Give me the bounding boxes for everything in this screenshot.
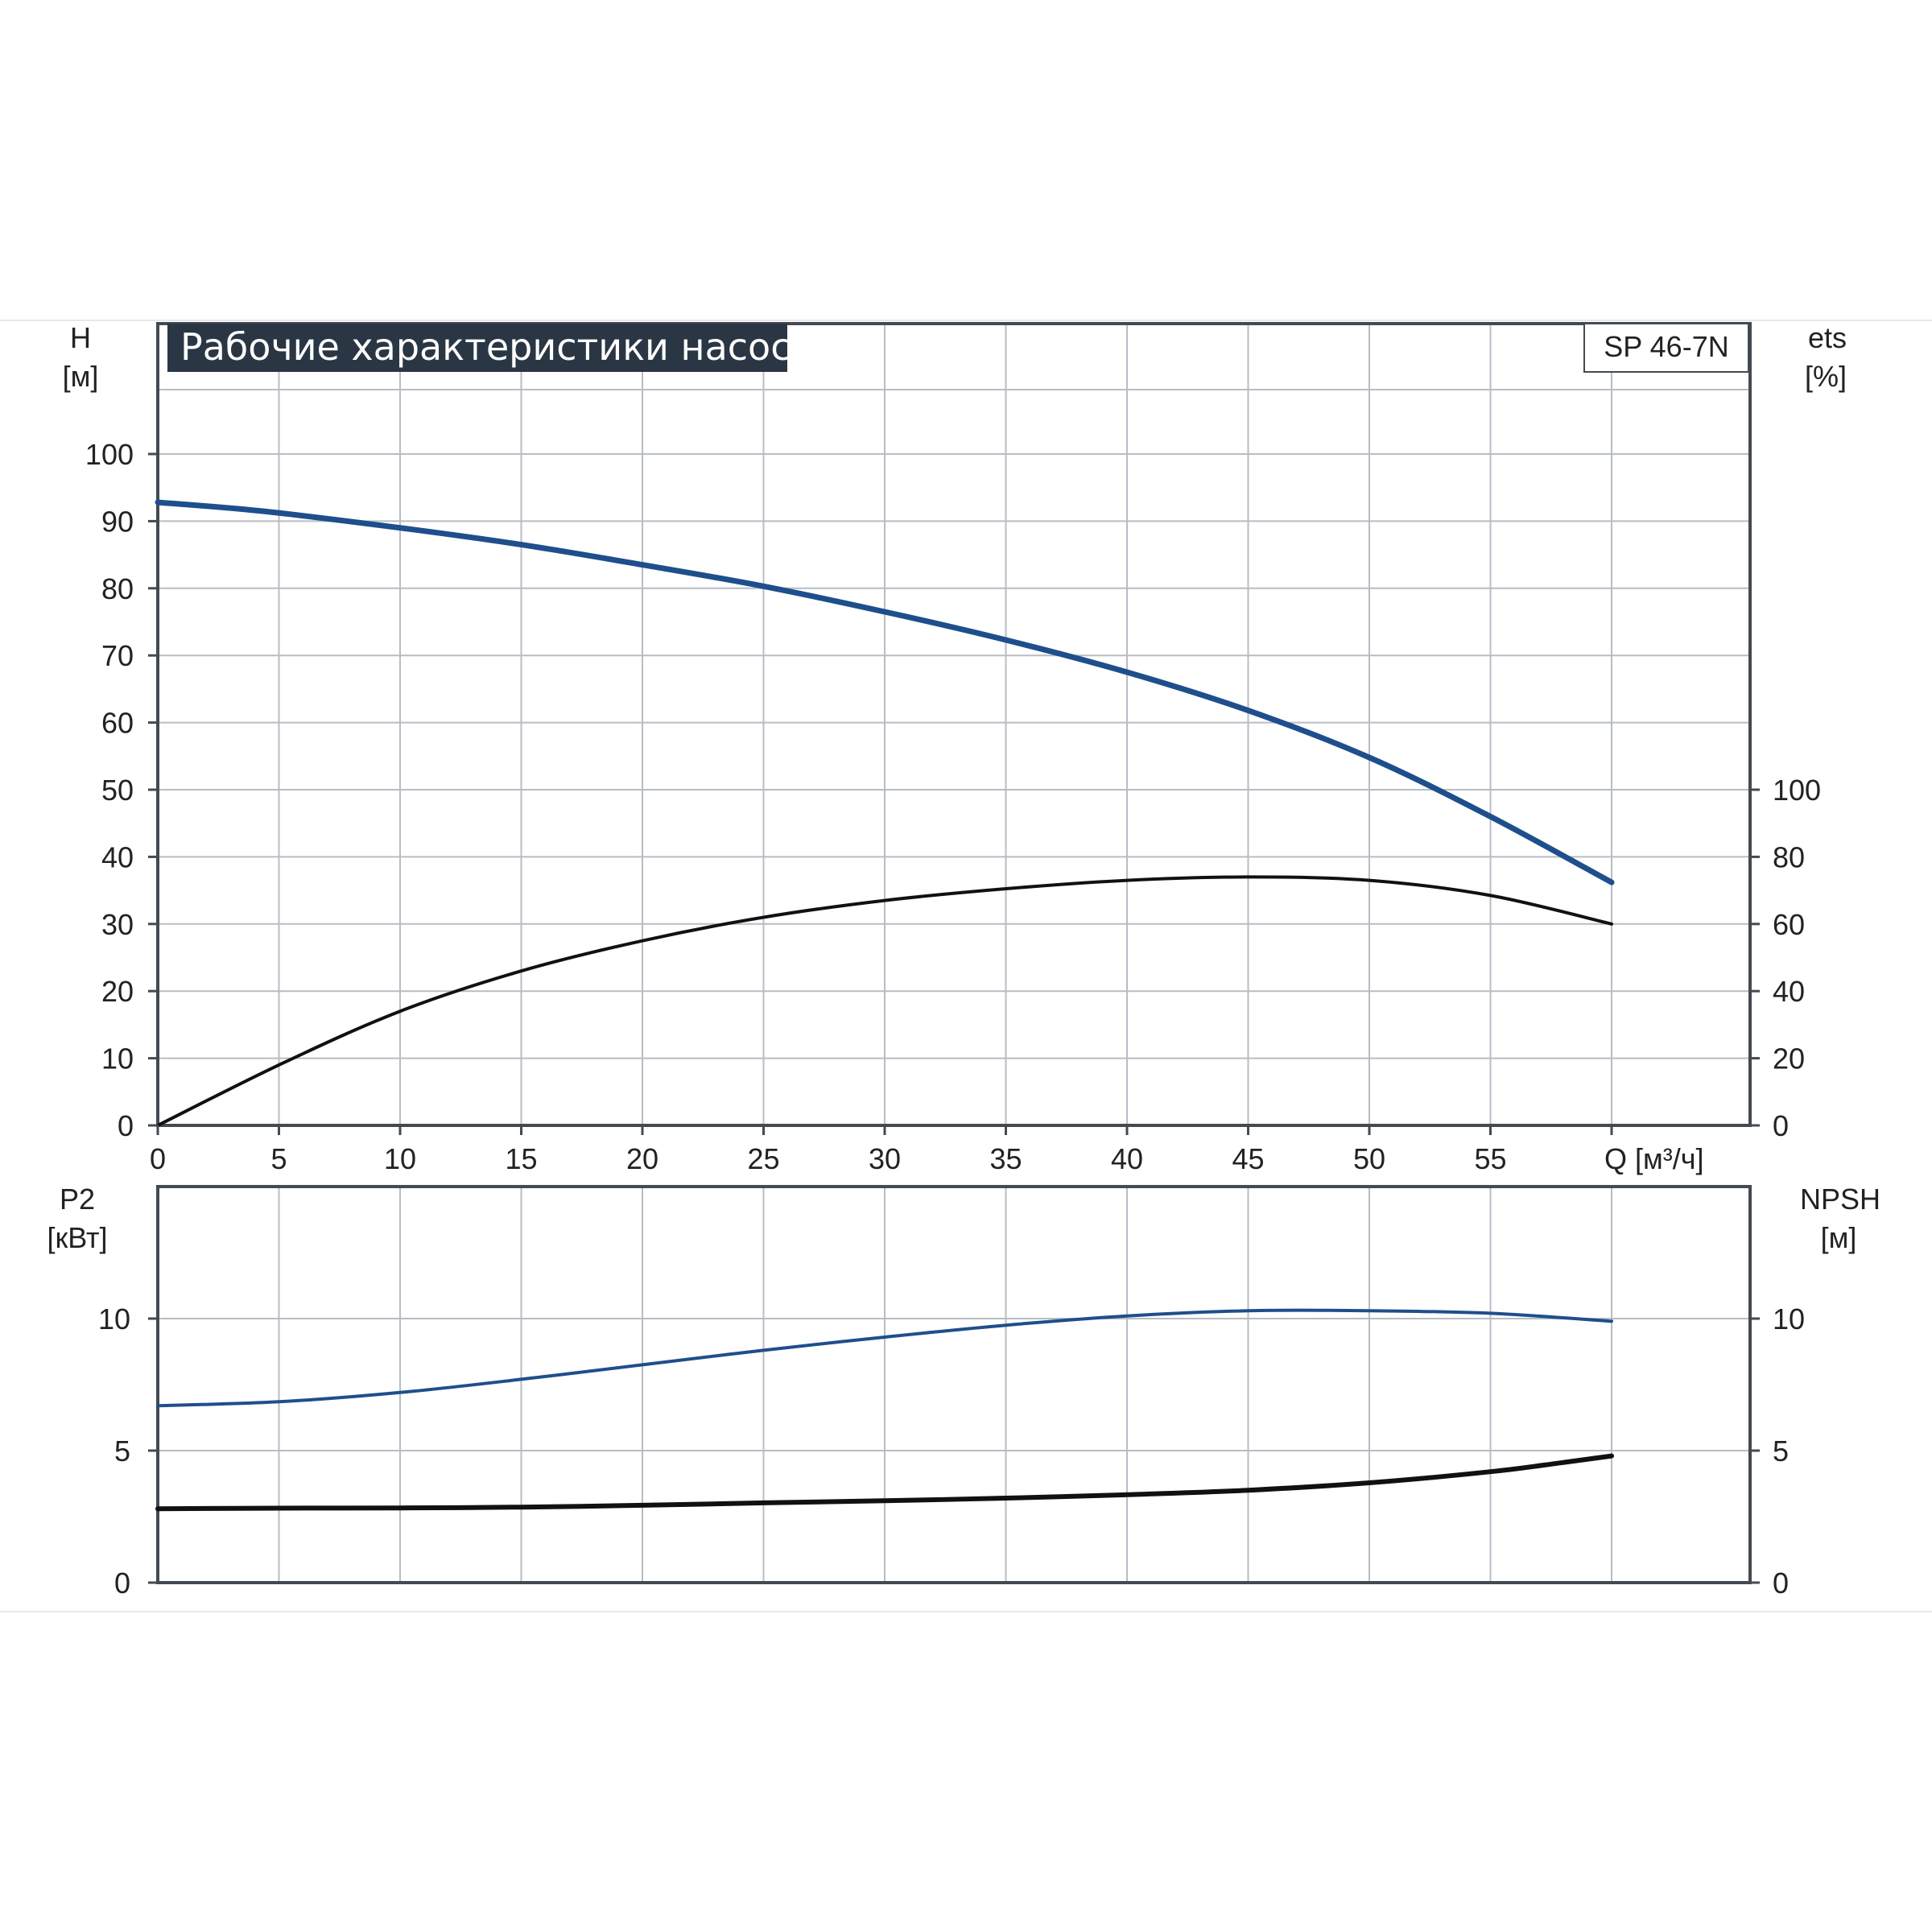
npsh-curve — [155, 1453, 1614, 1512]
curves — [155, 499, 1615, 1512]
tick-label-q: 35 — [989, 1142, 1022, 1175]
tick-label-h: 80 — [101, 572, 134, 605]
tick-label-q: 40 — [1111, 1142, 1143, 1175]
tick-label-ets: 80 — [1773, 840, 1805, 873]
tick-label-q: 0 — [150, 1142, 166, 1175]
axis-npsh-unit: [м] — [1821, 1221, 1857, 1254]
tick-label-p2: 5 — [114, 1435, 130, 1468]
tick-label-q: 45 — [1232, 1142, 1264, 1175]
tick-label-q: 5 — [270, 1142, 287, 1175]
tick-label-h: 50 — [101, 774, 134, 807]
tick-label-h: 10 — [101, 1042, 134, 1075]
tick-label-h: 30 — [101, 908, 134, 941]
tick-label-ets: 0 — [1773, 1109, 1789, 1142]
axis-ets-name: ets — [1808, 321, 1847, 354]
bottom-grid — [158, 1187, 1750, 1583]
tick-label-ets: 100 — [1773, 774, 1821, 807]
tick-label-ets: 60 — [1773, 908, 1805, 941]
axis-ets-unit: [%] — [1805, 360, 1847, 393]
tick-label-h: 20 — [101, 975, 134, 1008]
axis-p2-unit: [кВт] — [47, 1221, 107, 1254]
efficiency-curve — [156, 875, 1613, 1127]
top-plot-frame — [156, 322, 1752, 1127]
tick-label-npsh: 5 — [1773, 1435, 1789, 1468]
tick-label-h: 60 — [101, 707, 134, 740]
tick-label-p2: 0 — [114, 1567, 130, 1600]
tick-label-h: 100 — [85, 438, 134, 471]
tick-label-q: 50 — [1353, 1142, 1385, 1175]
tick-label-ets: 20 — [1773, 1042, 1805, 1075]
model-box — [1583, 323, 1749, 373]
tick-label-q: 55 — [1474, 1142, 1506, 1175]
tick-label-npsh: 10 — [1773, 1302, 1805, 1335]
power-curve — [156, 1308, 1613, 1408]
chart-title-box — [167, 324, 787, 372]
tick-label-h: 70 — [101, 639, 134, 672]
model-label: SP 46-7N — [1604, 330, 1728, 363]
tick-label-q: 25 — [747, 1142, 779, 1175]
head-curve — [155, 499, 1615, 886]
top-grid — [158, 324, 1750, 1125]
axis-npsh-name: NPSH — [1800, 1183, 1880, 1216]
axis-h-unit: [м] — [63, 360, 99, 393]
tick-label-ets: 40 — [1773, 975, 1805, 1008]
tick-label-q: 10 — [384, 1142, 416, 1175]
axis-p2-name: P2 — [60, 1183, 95, 1216]
tick-label-h: 40 — [101, 840, 134, 873]
tick-label-q: 30 — [869, 1142, 901, 1175]
axis-q-label: Q [м³/ч] — [1604, 1142, 1704, 1175]
bottom-plot-frame — [156, 1185, 1752, 1584]
chart-title: Рабочие характеристики насоса — [180, 325, 814, 369]
axis-h-name: H — [70, 321, 91, 354]
tick-label-p2: 10 — [98, 1302, 130, 1335]
tick-label-h: 0 — [118, 1109, 134, 1142]
tick-label-q: 20 — [626, 1142, 658, 1175]
tick-label-npsh: 0 — [1773, 1567, 1789, 1600]
tick-label-q: 15 — [505, 1142, 537, 1175]
tick-label-h: 90 — [101, 505, 134, 538]
